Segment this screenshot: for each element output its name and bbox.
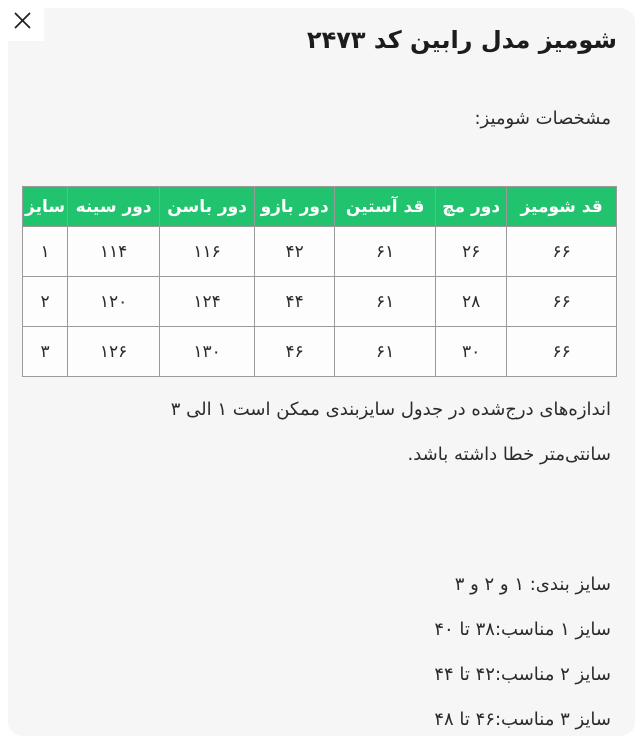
cell-sleeve-length: ۶۱ [334,276,437,327]
col-shirt-length: قد شومیز [506,186,617,227]
cell-size: ۳ [21,326,69,377]
sizing-range-line: سایز بندی: ۱ و ۲ و ۳ [454,574,611,595]
cell-hip: ۱۱۶ [159,226,256,277]
cell-arm: ۴۴ [254,276,336,327]
close-button[interactable] [0,0,44,41]
table-row: ۶۶ ۲۶ ۶۱ ۴۲ ۱۱۶ ۱۱۴ ۱ [21,226,617,277]
close-icon [13,11,32,30]
cell-shirt-length: ۶۶ [506,326,617,377]
col-size: سایز [21,186,69,227]
table-header-row: قد شومیز دور مچ قد آستین دور بازو دور با… [21,186,617,227]
size-guide-card: شومیز مدل رابین کد ۲۴۷۳ مشخصات شومیز: قد… [8,8,635,736]
cell-wrist: ۲۶ [435,226,508,277]
cell-size: ۲ [21,276,69,327]
table-row: ۶۶ ۲۸ ۶۱ ۴۴ ۱۲۴ ۱۲۰ ۲ [21,276,617,327]
table-row: ۶۶ ۳۰ ۶۱ ۴۶ ۱۳۰ ۱۲۶ ۳ [21,326,617,377]
sizing-info: سایز بندی: ۱ و ۲ و ۳ سایز ۱ مناسب:۳۸ تا … [22,562,611,740]
page-title: شومیز مدل رابین کد ۲۴۷۳ [306,26,617,54]
cell-wrist: ۲۸ [435,276,508,327]
col-sleeve-length: قد آستین [334,186,437,227]
col-hip: دور باسن [159,186,256,227]
tolerance-note: اندازه‌های درج‌شده در جدول سایزبندی ممکن… [22,387,611,477]
cell-chest: ۱۲۶ [67,326,161,377]
cell-shirt-length: ۶۶ [506,226,617,277]
cell-sleeve-length: ۶۱ [334,326,437,377]
tolerance-note-line: سانتی‌متر خطا داشته باشد. [407,444,611,465]
cell-wrist: ۳۰ [435,326,508,377]
cell-hip: ۱۳۰ [159,326,256,377]
size-1-fit-line: سایز ۱ مناسب:۳۸ تا ۴۰ [434,619,611,640]
cell-shirt-length: ۶۶ [506,276,617,327]
cell-hip: ۱۲۴ [159,276,256,327]
size-2-fit-line: سایز ۲ مناسب:۴۲ تا ۴۴ [434,664,611,685]
specs-heading: مشخصات شومیز: [474,108,611,129]
cell-size: ۱ [21,226,69,277]
tolerance-note-line: اندازه‌های درج‌شده در جدول سایزبندی ممکن… [170,399,611,420]
col-arm: دور بازو [254,186,336,227]
cell-arm: ۴۲ [254,226,336,277]
cell-chest: ۱۲۰ [67,276,161,327]
col-chest: دور سینه [67,186,161,227]
cell-arm: ۴۶ [254,326,336,377]
cell-sleeve-length: ۶۱ [334,226,437,277]
col-wrist: دور مچ [435,186,508,227]
size-3-fit-line: سایز ۳ مناسب:۴۶ تا ۴۸ [434,709,611,730]
size-table: قد شومیز دور مچ قد آستین دور بازو دور با… [21,186,617,377]
cell-chest: ۱۱۴ [67,226,161,277]
